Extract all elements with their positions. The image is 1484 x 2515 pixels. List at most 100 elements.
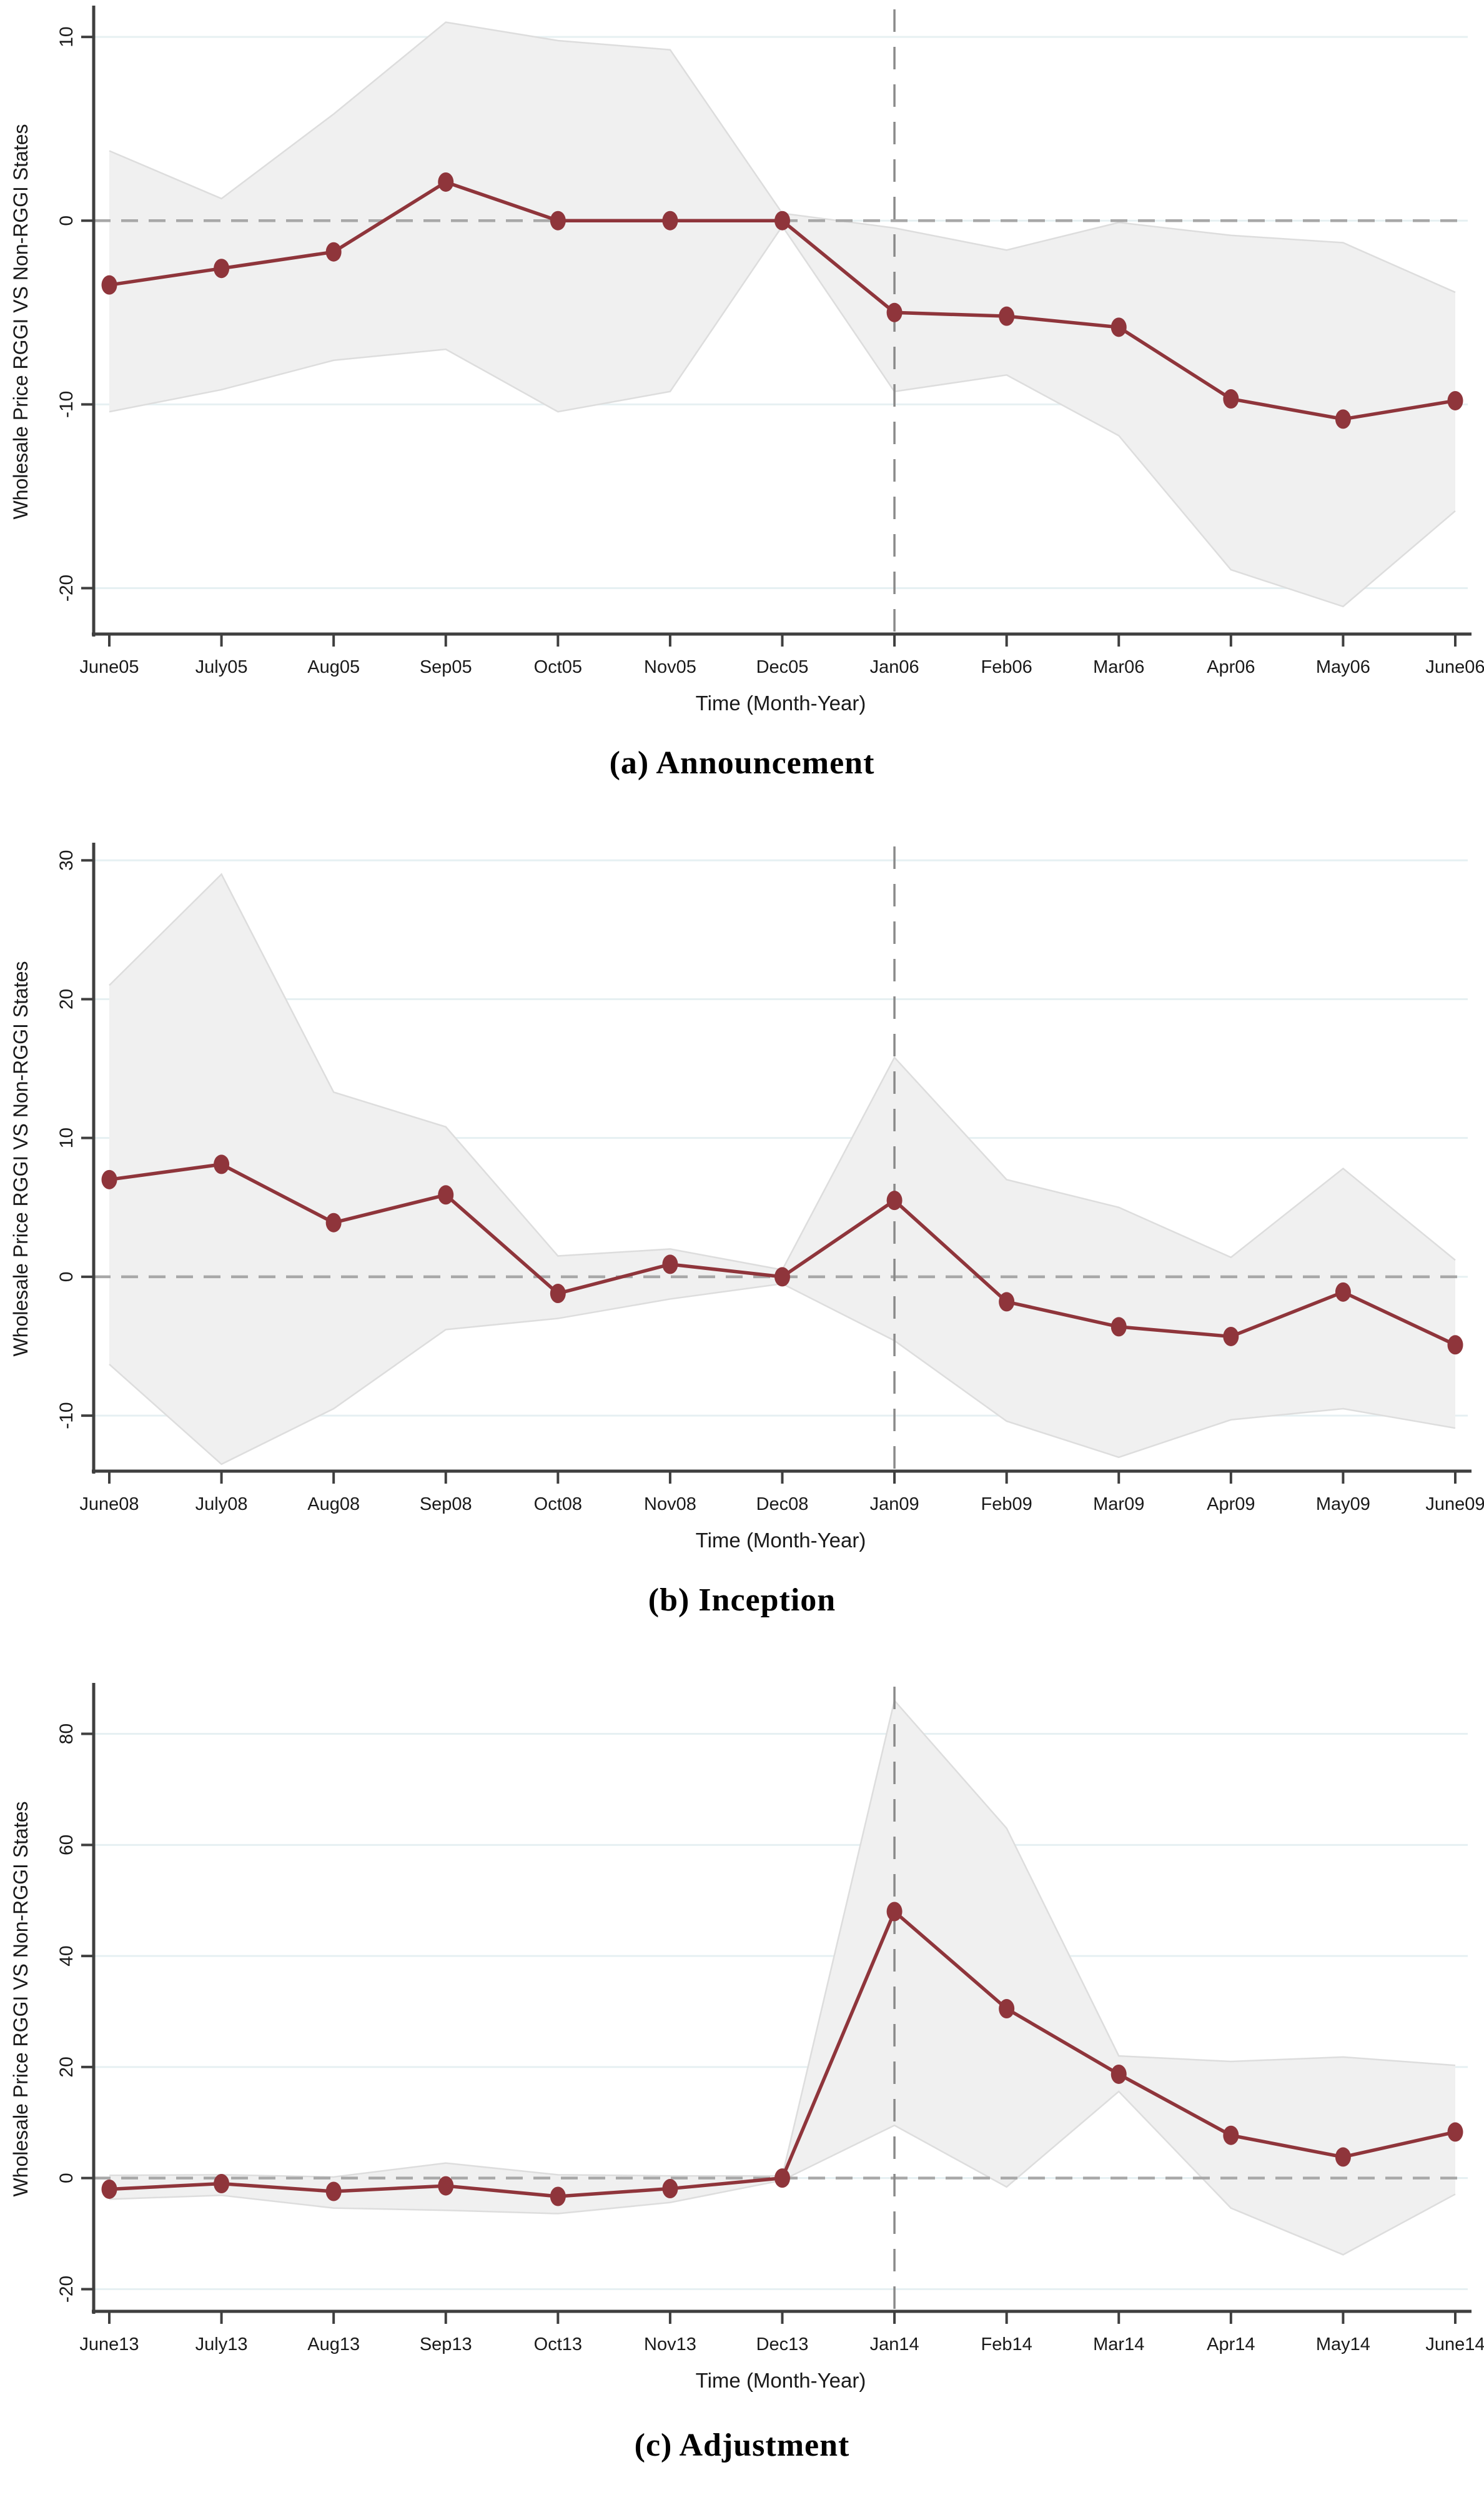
y-tick-label: -10: [56, 1402, 77, 1429]
data-point: [438, 172, 454, 192]
data-point: [325, 2181, 342, 2201]
x-tick-label: Dec05: [756, 657, 809, 677]
data-point: [438, 2176, 454, 2196]
y-tick-label: 60: [56, 1835, 77, 1855]
data-point: [662, 2179, 678, 2199]
data-point: [886, 302, 903, 322]
chart-inception-canvas: 30 20 10 0 -10 June08 July08 Aug08 Sep08 Oct08 Nov…: [9, 843, 1484, 1552]
data-point: [662, 211, 678, 231]
x-tick-label: Feb14: [981, 2334, 1032, 2354]
x-tick-label: Mar09: [1093, 1494, 1144, 1514]
x-tick-label: June08: [79, 1494, 139, 1514]
data-point: [214, 259, 230, 279]
x-tick-label: Apr06: [1207, 657, 1255, 677]
x-tick-label: Nov05: [644, 657, 696, 677]
data-point: [662, 1254, 678, 1274]
y-tick-label: 0: [56, 216, 77, 226]
x-tick-label: Jan14: [870, 2334, 919, 2354]
x-tick-label: Feb09: [981, 1494, 1032, 1514]
confidence-band: [109, 21, 1456, 608]
x-tick-label: June14: [1425, 2334, 1484, 2354]
data-point: [438, 1185, 454, 1205]
x-tick-label: Apr09: [1207, 1494, 1255, 1514]
x-tick-label: Jan06: [870, 657, 919, 677]
axis-tick-labels: 80 60 40 20 0 -20 June13 July13 Aug13 Sep13 Oct13 N…: [56, 1724, 1484, 2354]
data-point: [774, 211, 790, 231]
data-point: [999, 1999, 1015, 2019]
data-point: [1335, 1282, 1351, 1302]
x-tick-label: Sep08: [420, 1494, 472, 1514]
x-tick-label: July05: [195, 657, 248, 677]
x-tick-label: Oct05: [534, 657, 582, 677]
estimate-markers: [101, 1154, 1463, 1355]
x-tick-label: June09: [1425, 1494, 1484, 1514]
y-tick-label: 10: [56, 1128, 77, 1148]
data-point: [1223, 389, 1239, 409]
data-point: [886, 1191, 903, 1211]
x-tick-label: May09: [1316, 1494, 1370, 1514]
y-tick-label: 80: [56, 1724, 77, 1744]
y-tick-label: -20: [56, 575, 77, 602]
y-tick-label: 0: [56, 2173, 77, 2183]
x-tick-label: July08: [195, 1494, 248, 1514]
x-tick-label: Mar06: [1093, 657, 1144, 677]
data-point: [550, 1284, 566, 1304]
axis-tick-labels: 10 0 -10 -20 June05 July05 Aug05 Sep05 Oct05 Nov0…: [56, 26, 1484, 677]
axes: [81, 843, 1472, 1484]
data-point: [1447, 2122, 1463, 2142]
chart-adjustment-canvas: 80 60 40 20 0 -20 June13 July13 Aug13 Sep13 Oct13 N…: [9, 1683, 1484, 2392]
data-point: [214, 1154, 230, 1174]
data-point: [1447, 1335, 1463, 1355]
data-point: [774, 2168, 790, 2188]
y-tick-label: 30: [56, 850, 77, 871]
x-tick-label: June05: [79, 657, 139, 677]
x-tick-label: Sep05: [420, 657, 472, 677]
x-tick-label: Oct13: [534, 2334, 582, 2354]
y-axis-title: Wholesale Price RGGI VS Non-RGGI States: [9, 124, 32, 519]
y-axis-title: Wholesale Price RGGI VS Non-RGGI States: [9, 1801, 32, 2196]
data-point: [1223, 1326, 1239, 1346]
x-tick-label: Apr14: [1207, 2334, 1255, 2354]
x-tick-label: Nov13: [644, 2334, 696, 2354]
x-tick-label: May06: [1316, 657, 1370, 677]
data-point: [1447, 390, 1463, 410]
x-tick-label: Jan09: [870, 1494, 919, 1514]
x-tick-label: Aug08: [307, 1494, 360, 1514]
data-point: [1335, 2147, 1351, 2167]
axis-tick-labels: 30 20 10 0 -10 June08 July08 Aug08 Sep08 Oct08 Nov…: [56, 850, 1484, 1514]
data-point: [1111, 317, 1127, 337]
x-tick-label: Oct08: [534, 1494, 582, 1514]
x-tick-label: May14: [1316, 2334, 1370, 2354]
confidence-band: [109, 873, 1456, 1466]
data-point: [325, 242, 342, 262]
data-point: [550, 2186, 566, 2206]
y-axis-title: Wholesale Price RGGI VS Non-RGGI States: [9, 961, 32, 1356]
data-point: [1111, 1317, 1127, 1337]
data-point: [999, 306, 1015, 326]
x-axis-title: Time (Month-Year): [696, 692, 866, 715]
chart-announcement-section: 10 0 -10 -20 June05 July05 Aug05 Sep05 Oct05 Nov0…: [0, 0, 1484, 737]
x-tick-label: Feb06: [981, 657, 1032, 677]
axes: [81, 6, 1472, 647]
data-point: [101, 2179, 117, 2199]
x-tick-label: Dec13: [756, 2334, 809, 2354]
data-point: [886, 1902, 903, 1922]
x-axis-title: Time (Month-Year): [696, 1529, 866, 1552]
x-tick-label: June06: [1425, 657, 1484, 677]
chart-announcement-caption: (a) Announcement: [609, 745, 875, 781]
x-tick-label: Aug05: [307, 657, 360, 677]
x-tick-label: Nov08: [644, 1494, 696, 1514]
y-tick-label: -20: [56, 2276, 77, 2303]
y-tick-label: -10: [56, 391, 77, 418]
data-point: [1223, 2125, 1239, 2145]
estimate-markers: [101, 172, 1463, 429]
chart-inception-caption: (b) Inception: [648, 1582, 836, 1618]
data-point: [1335, 409, 1351, 429]
data-point: [550, 211, 566, 231]
data-point: [101, 275, 117, 295]
x-tick-label: Aug13: [307, 2334, 360, 2354]
chart-announcement-canvas: 10 0 -10 -20 June05 July05 Aug05 Sep05 Oct05 Nov0…: [9, 6, 1484, 715]
data-point: [101, 1169, 117, 1189]
y-tick-label: 40: [56, 1945, 77, 1966]
chart-adjustment-section: 80 60 40 20 0 -20 June13 July13 Aug13 Sep13 Oct13 N…: [0, 1677, 1484, 2414]
